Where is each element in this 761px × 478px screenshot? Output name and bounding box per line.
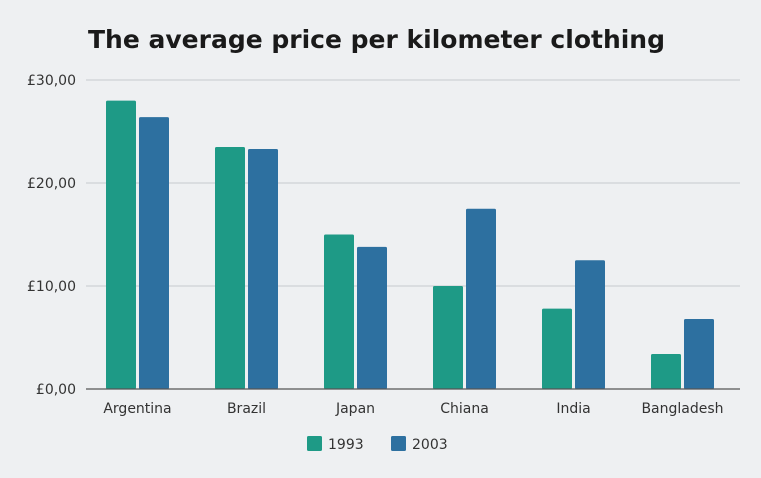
bar-brazil-2003 [248,149,278,389]
x-tick-label: Brazil [227,401,266,417]
chart-title: The average price per kilometer clothing [88,25,665,54]
bar-brazil-1993 [215,146,245,389]
legend-label: 2003 [412,437,448,453]
bar-argentina-1993 [106,100,136,389]
bar-chiana-1993 [433,286,463,389]
bar-argentina-2003 [139,117,169,389]
y-tick-label: £30,00 [27,73,76,89]
bar-bangladesh-1993 [651,353,681,389]
x-tick-label: Chiana [440,401,489,417]
y-axis-ticks: £0,00 £10,00 £20,00 £30,00 [27,73,76,398]
y-tick-label: £20,00 [27,176,76,192]
legend-swatch [391,436,406,451]
x-tick-label: Japan [335,401,375,417]
legend-swatch [307,436,322,451]
bar-india-2003 [575,260,605,389]
y-tick-label: £10,00 [27,279,76,295]
x-axis-ticks: Argentina Brazil Japan Chiana India Banglades… [103,401,723,417]
legend[interactable]: 1993 2003 [307,436,448,453]
bar-japan-1993 [324,234,354,389]
legend-item-2003[interactable]: 2003 [391,436,448,453]
x-tick-label: Argentina [103,401,171,417]
gridlines [86,79,740,287]
legend-item-1993[interactable]: 1993 [307,436,364,453]
legend-label: 1993 [328,437,364,453]
bar-india-1993 [542,308,572,389]
bar-bangladesh-2003 [684,318,714,389]
x-tick-label: Bangladesh [641,401,723,417]
bar-chiana-2003 [466,208,496,389]
bar-japan-2003 [357,246,387,389]
x-tick-label: India [556,401,590,417]
bars [106,100,714,389]
y-tick-label: £0,00 [36,382,76,398]
